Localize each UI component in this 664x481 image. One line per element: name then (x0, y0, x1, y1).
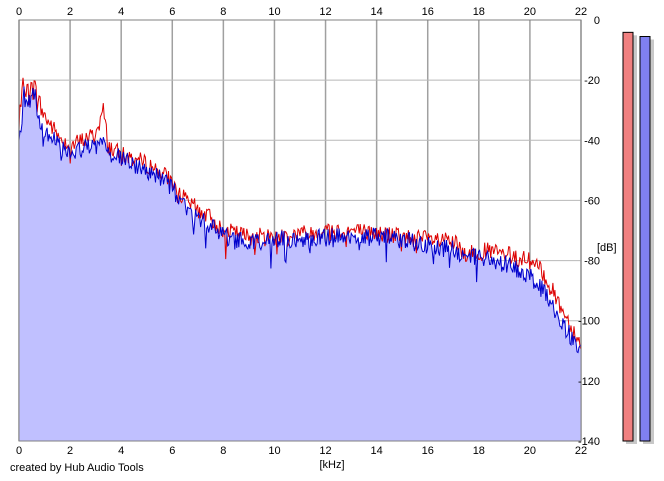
x-tick-label-top: 8 (220, 6, 226, 18)
x-tick-label-top: 18 (473, 6, 485, 18)
level-meters (622, 31, 654, 445)
level-meter-2 (639, 36, 651, 442)
x-tick-label-top: 12 (319, 6, 331, 18)
x-tick-label-top: 16 (422, 6, 434, 18)
x-axis-label: [kHz] (319, 459, 344, 471)
x-tick-label-top: 4 (118, 6, 124, 18)
y-axis-label: [dB] (597, 242, 617, 254)
y-tick-label: -40 (584, 135, 600, 147)
y-tick-label: -60 (584, 195, 600, 207)
y-axis-ticks: 0 -20 -40 -60 -80 -100 -120 -140 (578, 15, 600, 448)
y-tick-label: -100 (578, 316, 600, 328)
x-tick-label: 22 (575, 445, 587, 457)
series-lines (18, 77, 582, 354)
plot-frame (18, 19, 582, 442)
x-tick-label: 2 (67, 445, 73, 457)
x-axis-top-ticks: 0 2 4 6 8 10 12 14 16 18 20 22 (16, 6, 587, 18)
y-tick-label: -120 (578, 376, 600, 388)
x-tick-label-top: 20 (524, 6, 536, 18)
x-tick-label: 6 (169, 445, 175, 457)
y-tick-label: -140 (578, 436, 600, 448)
credit-text: created by Hub Audio Tools (10, 462, 144, 474)
x-tick-label-top: 10 (268, 6, 280, 18)
x-tick-label-top: 2 (67, 6, 73, 18)
level-meter-1 (622, 31, 634, 442)
x-tick-label: 0 (16, 445, 22, 457)
x-tick-label: 8 (220, 445, 226, 457)
x-tick-label-top: 6 (169, 6, 175, 18)
x-tick-label: 12 (319, 445, 331, 457)
x-tick-label-top: 22 (575, 6, 587, 18)
y-tick-label: -80 (584, 256, 600, 268)
x-tick-label: 20 (524, 445, 536, 457)
x-tick-label: 16 (422, 445, 434, 457)
x-axis-bottom-ticks: 0 2 4 6 8 10 12 14 16 18 20 22 (16, 445, 587, 457)
x-tick-label-top: 14 (371, 6, 383, 18)
series-line-1 (18, 77, 582, 350)
series-line-2 (18, 86, 582, 354)
x-tick-label: 10 (268, 445, 280, 457)
x-tick-label-top: 0 (16, 6, 22, 18)
y-tick-label: 0 (594, 15, 600, 27)
x-tick-label: 18 (473, 445, 485, 457)
x-tick-label: 4 (118, 445, 124, 457)
y-tick-label: -20 (584, 75, 600, 87)
x-tick-label: 14 (371, 445, 383, 457)
